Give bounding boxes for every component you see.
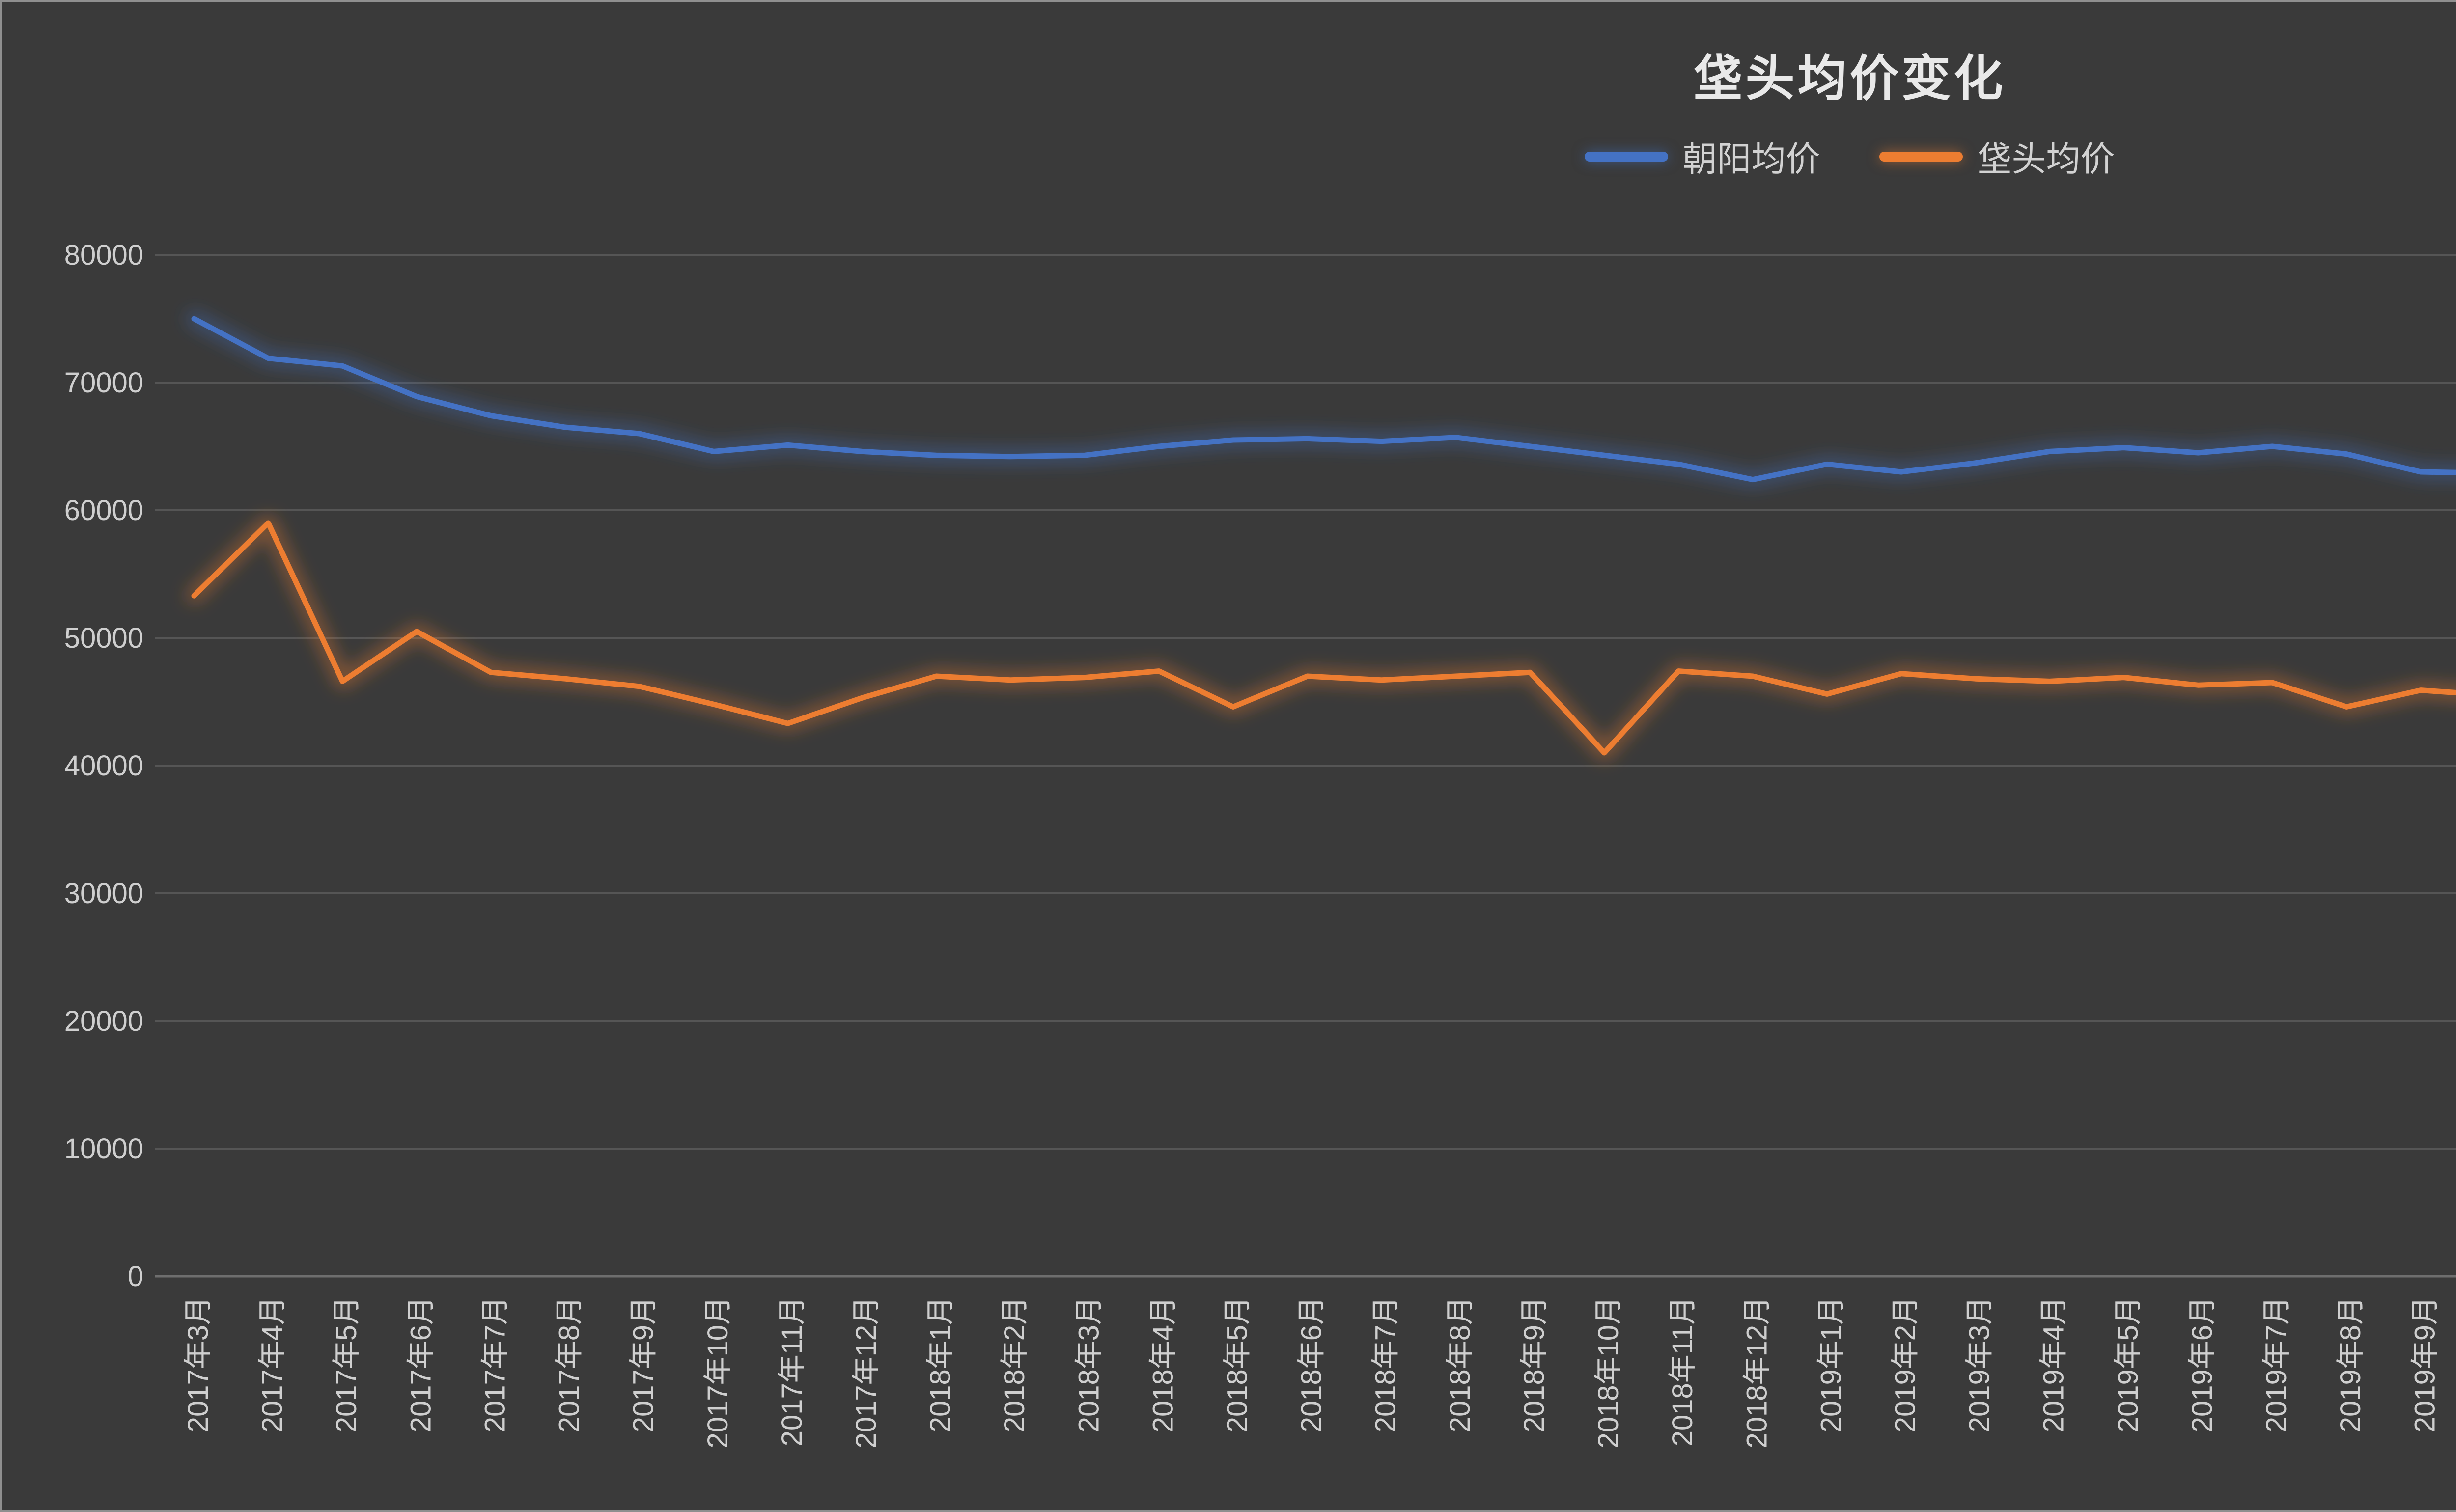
x-axis-label-1: 2017年3月 [182, 1296, 214, 1432]
x-axis-label-6: 2017年8月 [554, 1296, 586, 1432]
x-axis-label-27: 2019年5月 [2112, 1296, 2144, 1432]
legend-item-chaoyang: 朝阳均价 [1584, 132, 1820, 181]
x-axis-label-16: 2018年6月 [1296, 1296, 1328, 1432]
x-axis-label-4: 2017年6月 [405, 1296, 437, 1432]
y-axis-label-20000: 20000 [64, 1005, 143, 1037]
y-axis-label-0: 0 [128, 1261, 143, 1292]
fatou-line-swatch [1879, 151, 1963, 162]
x-axis-label-28: 2019年6月 [2186, 1296, 2218, 1432]
y-axis-label-70000: 70000 [64, 367, 143, 399]
x-axis-label-5: 2017年7月 [479, 1296, 511, 1432]
x-axis-label-13: 2018年3月 [1073, 1296, 1105, 1432]
x-axis-label-29: 2019年7月 [2261, 1296, 2292, 1432]
chaoyang-series-line [191, 316, 2456, 483]
x-axis-label-24: 2019年2月 [1890, 1296, 1922, 1432]
x-axis-label-10: 2017年12月 [850, 1296, 882, 1449]
x-axis-label-2: 2017年4月 [256, 1296, 288, 1432]
x-axis-label-18: 2018年8月 [1444, 1296, 1476, 1432]
x-axis-label-11: 2018年1月 [924, 1296, 956, 1432]
y-axis-label-40000: 40000 [64, 750, 143, 782]
chaoyang-series-glow [187, 311, 2456, 487]
x-axis-label-31: 2019年9月 [2409, 1296, 2441, 1432]
legend-item-fatou: 垡头均价 [1879, 132, 2115, 181]
x-axis-label-12: 2018年2月 [999, 1296, 1031, 1432]
y-axis-label-30000: 30000 [64, 878, 143, 909]
x-axis-label-8: 2017年10月 [702, 1296, 734, 1449]
x-axis-label-7: 2017年9月 [628, 1296, 660, 1432]
x-axis-label-20: 2018年10月 [1592, 1296, 1624, 1449]
legend-label-fatou: 垡头均价 [1977, 140, 2115, 178]
x-axis-label-9: 2017年11月 [776, 1296, 808, 1446]
chaoyang-line-swatch [1584, 151, 1668, 162]
x-axis-label-3: 2017年5月 [331, 1296, 363, 1432]
y-axis-label-10000: 10000 [64, 1133, 143, 1165]
x-axis-label-26: 2019年4月 [2038, 1296, 2070, 1432]
x-axis-label-25: 2019年3月 [1964, 1296, 1996, 1432]
chart-title: 垡头均价变化 [1693, 51, 2006, 106]
x-axis-label-17: 2018年7月 [1370, 1296, 1402, 1432]
x-axis-label-15: 2018年5月 [1222, 1296, 1254, 1432]
y-axis-label-60000: 60000 [64, 495, 143, 526]
legend: 朝阳均价 垡头均价 [0, 132, 2456, 181]
y-axis-label-80000: 80000 [64, 239, 143, 271]
x-axis-label-22: 2018年12月 [1741, 1296, 1773, 1449]
x-axis-label-23: 2019年1月 [1815, 1296, 1847, 1432]
fatou-series-line [191, 520, 2456, 756]
legend-label-chaoyang: 朝阳均价 [1682, 140, 1820, 178]
x-axis-label-30: 2019年8月 [2335, 1296, 2367, 1432]
x-axis-label-21: 2018年11月 [1667, 1296, 1699, 1446]
x-axis-label-14: 2018年4月 [1147, 1296, 1179, 1432]
y-axis-label-50000: 50000 [64, 622, 143, 654]
x-axis-label-19: 2018年9月 [1518, 1296, 1550, 1432]
